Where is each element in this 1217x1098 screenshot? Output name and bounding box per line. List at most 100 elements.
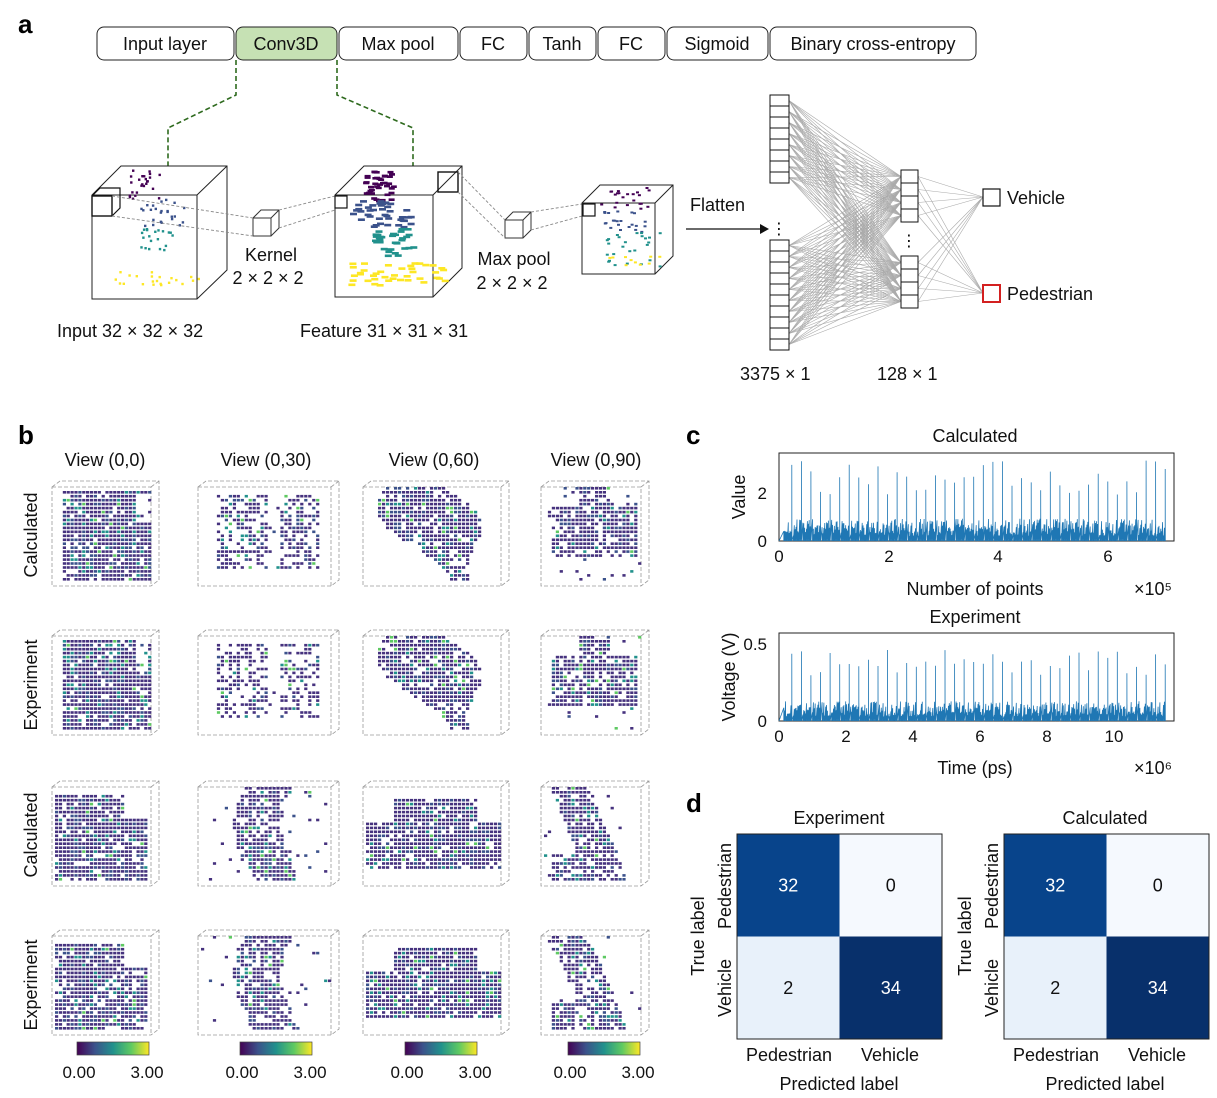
hidden-node — [900, 208, 919, 223]
point — [308, 675, 312, 679]
point — [579, 810, 583, 814]
point — [598, 550, 603, 553]
point — [418, 830, 422, 834]
flat-ellipsis: ⋮ — [771, 221, 787, 238]
point — [598, 695, 603, 698]
point — [105, 943, 109, 947]
point — [113, 514, 117, 518]
point — [418, 518, 422, 522]
point — [93, 943, 97, 947]
point — [300, 514, 304, 518]
point — [563, 791, 567, 794]
point — [466, 846, 470, 849]
point — [78, 1007, 82, 1010]
point — [236, 846, 240, 849]
point — [105, 971, 109, 975]
point — [124, 675, 128, 679]
point — [78, 522, 82, 526]
point — [466, 651, 470, 655]
point — [121, 983, 125, 987]
point — [264, 510, 268, 514]
point — [82, 695, 86, 698]
point — [121, 522, 125, 526]
point — [458, 846, 462, 849]
point — [82, 798, 86, 802]
point — [470, 695, 474, 698]
point — [288, 679, 292, 683]
point — [260, 866, 264, 869]
point — [587, 814, 591, 818]
point — [446, 647, 450, 651]
point — [618, 878, 622, 881]
point — [390, 640, 394, 643]
point — [264, 655, 268, 659]
point — [450, 822, 454, 826]
point — [121, 550, 125, 553]
point — [591, 878, 595, 881]
point — [117, 643, 121, 647]
point — [610, 878, 614, 881]
point — [97, 695, 101, 698]
point — [579, 502, 583, 506]
point — [105, 1023, 109, 1026]
point — [575, 822, 579, 826]
point — [567, 830, 571, 834]
point — [78, 570, 82, 573]
point — [583, 671, 587, 675]
point — [109, 850, 113, 853]
point — [62, 1019, 66, 1022]
point — [113, 675, 117, 679]
point — [579, 687, 583, 691]
point — [598, 687, 603, 691]
point — [446, 534, 450, 538]
point — [121, 691, 125, 694]
point — [288, 787, 292, 790]
point — [113, 987, 117, 991]
point — [410, 659, 414, 663]
point — [136, 663, 140, 667]
point — [82, 991, 86, 994]
point — [571, 506, 575, 510]
point — [105, 854, 109, 857]
point — [264, 691, 268, 694]
point — [567, 798, 571, 802]
point — [587, 574, 591, 577]
point — [74, 806, 78, 810]
point — [264, 834, 268, 838]
point — [62, 542, 66, 545]
point — [128, 1027, 132, 1030]
point — [384, 254, 392, 258]
point — [373, 171, 380, 174]
point — [140, 846, 144, 849]
point — [66, 719, 70, 722]
point — [394, 834, 398, 838]
fc-edge — [788, 176, 902, 246]
point — [378, 866, 382, 869]
point — [151, 187, 155, 190]
point — [232, 498, 236, 502]
point — [422, 530, 426, 534]
point — [414, 491, 418, 494]
point — [438, 707, 442, 710]
point — [378, 655, 382, 659]
point — [430, 691, 434, 694]
point — [70, 874, 74, 877]
fc-edge — [788, 133, 902, 203]
point — [240, 643, 244, 647]
point — [132, 578, 136, 581]
point — [595, 703, 599, 706]
point — [86, 810, 90, 814]
point — [70, 967, 74, 971]
point — [117, 870, 121, 873]
point — [498, 854, 502, 857]
point — [105, 1007, 109, 1010]
point — [70, 715, 74, 718]
point — [93, 703, 97, 706]
point — [602, 834, 606, 838]
point — [136, 727, 140, 730]
point — [244, 826, 248, 830]
point — [86, 566, 90, 569]
point — [82, 967, 86, 971]
point — [308, 699, 312, 702]
point — [272, 787, 276, 790]
